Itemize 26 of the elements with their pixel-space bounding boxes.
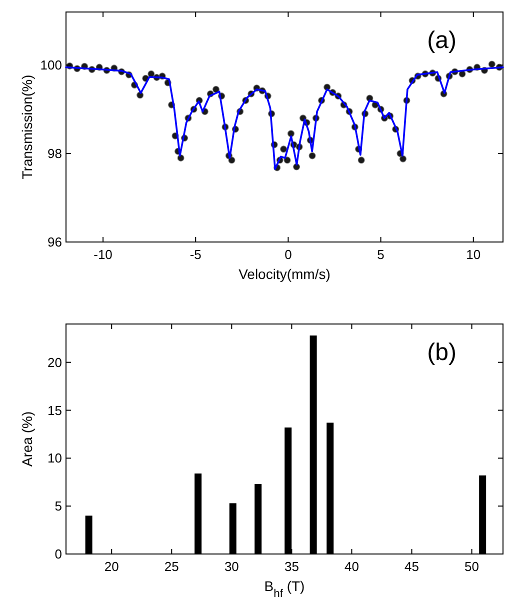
x-tick-label: 25 bbox=[164, 559, 179, 574]
y-tick-label: 96 bbox=[48, 234, 62, 250]
x-axis-title: B$_{hf}$ (T) bbox=[264, 578, 305, 599]
x-tick-label: -5 bbox=[190, 247, 202, 262]
y-tick-label: 100 bbox=[40, 58, 62, 73]
x-tick-label: 0 bbox=[284, 247, 292, 262]
x-axis-title: Velocity(mm/s) bbox=[238, 266, 330, 282]
x-tick-label: 10 bbox=[466, 247, 481, 262]
y-tick-label: 10 bbox=[48, 450, 62, 466]
y-axis-title: Area (%) bbox=[19, 411, 35, 467]
x-tick-label: 40 bbox=[344, 559, 359, 574]
x-tick-label: 5 bbox=[377, 247, 384, 262]
y-tick-label: 0 bbox=[54, 546, 62, 562]
y-axis-title: Transmission(%) bbox=[19, 74, 35, 180]
y-tick-label: 15 bbox=[48, 402, 62, 418]
x-tick-label: 50 bbox=[464, 559, 480, 574]
text: (a) bbox=[427, 27, 456, 54]
x-tick-label: 35 bbox=[284, 559, 299, 574]
y-tick-label: 20 bbox=[48, 354, 62, 370]
x-tick-label: 20 bbox=[104, 559, 119, 574]
y-tick-label: 5 bbox=[54, 498, 62, 514]
x-tick-label: 30 bbox=[224, 559, 239, 574]
text: (b) bbox=[427, 339, 456, 366]
y-tick-label: 98 bbox=[48, 146, 62, 162]
x-tick-label: -10 bbox=[94, 247, 112, 262]
x-tick-label: 45 bbox=[404, 559, 419, 574]
